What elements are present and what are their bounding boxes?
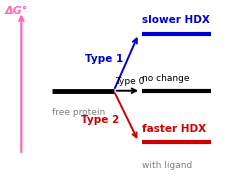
- Text: faster HDX: faster HDX: [142, 124, 206, 134]
- Text: Type 0: Type 0: [115, 77, 144, 86]
- Text: Type 1: Type 1: [85, 54, 123, 64]
- Text: Type 2: Type 2: [81, 115, 119, 125]
- Text: slower HDX: slower HDX: [142, 15, 210, 25]
- Text: with ligand: with ligand: [142, 161, 192, 170]
- Text: no change: no change: [142, 74, 190, 83]
- Text: free protein: free protein: [52, 108, 105, 117]
- Text: ΔG°: ΔG°: [5, 6, 28, 16]
